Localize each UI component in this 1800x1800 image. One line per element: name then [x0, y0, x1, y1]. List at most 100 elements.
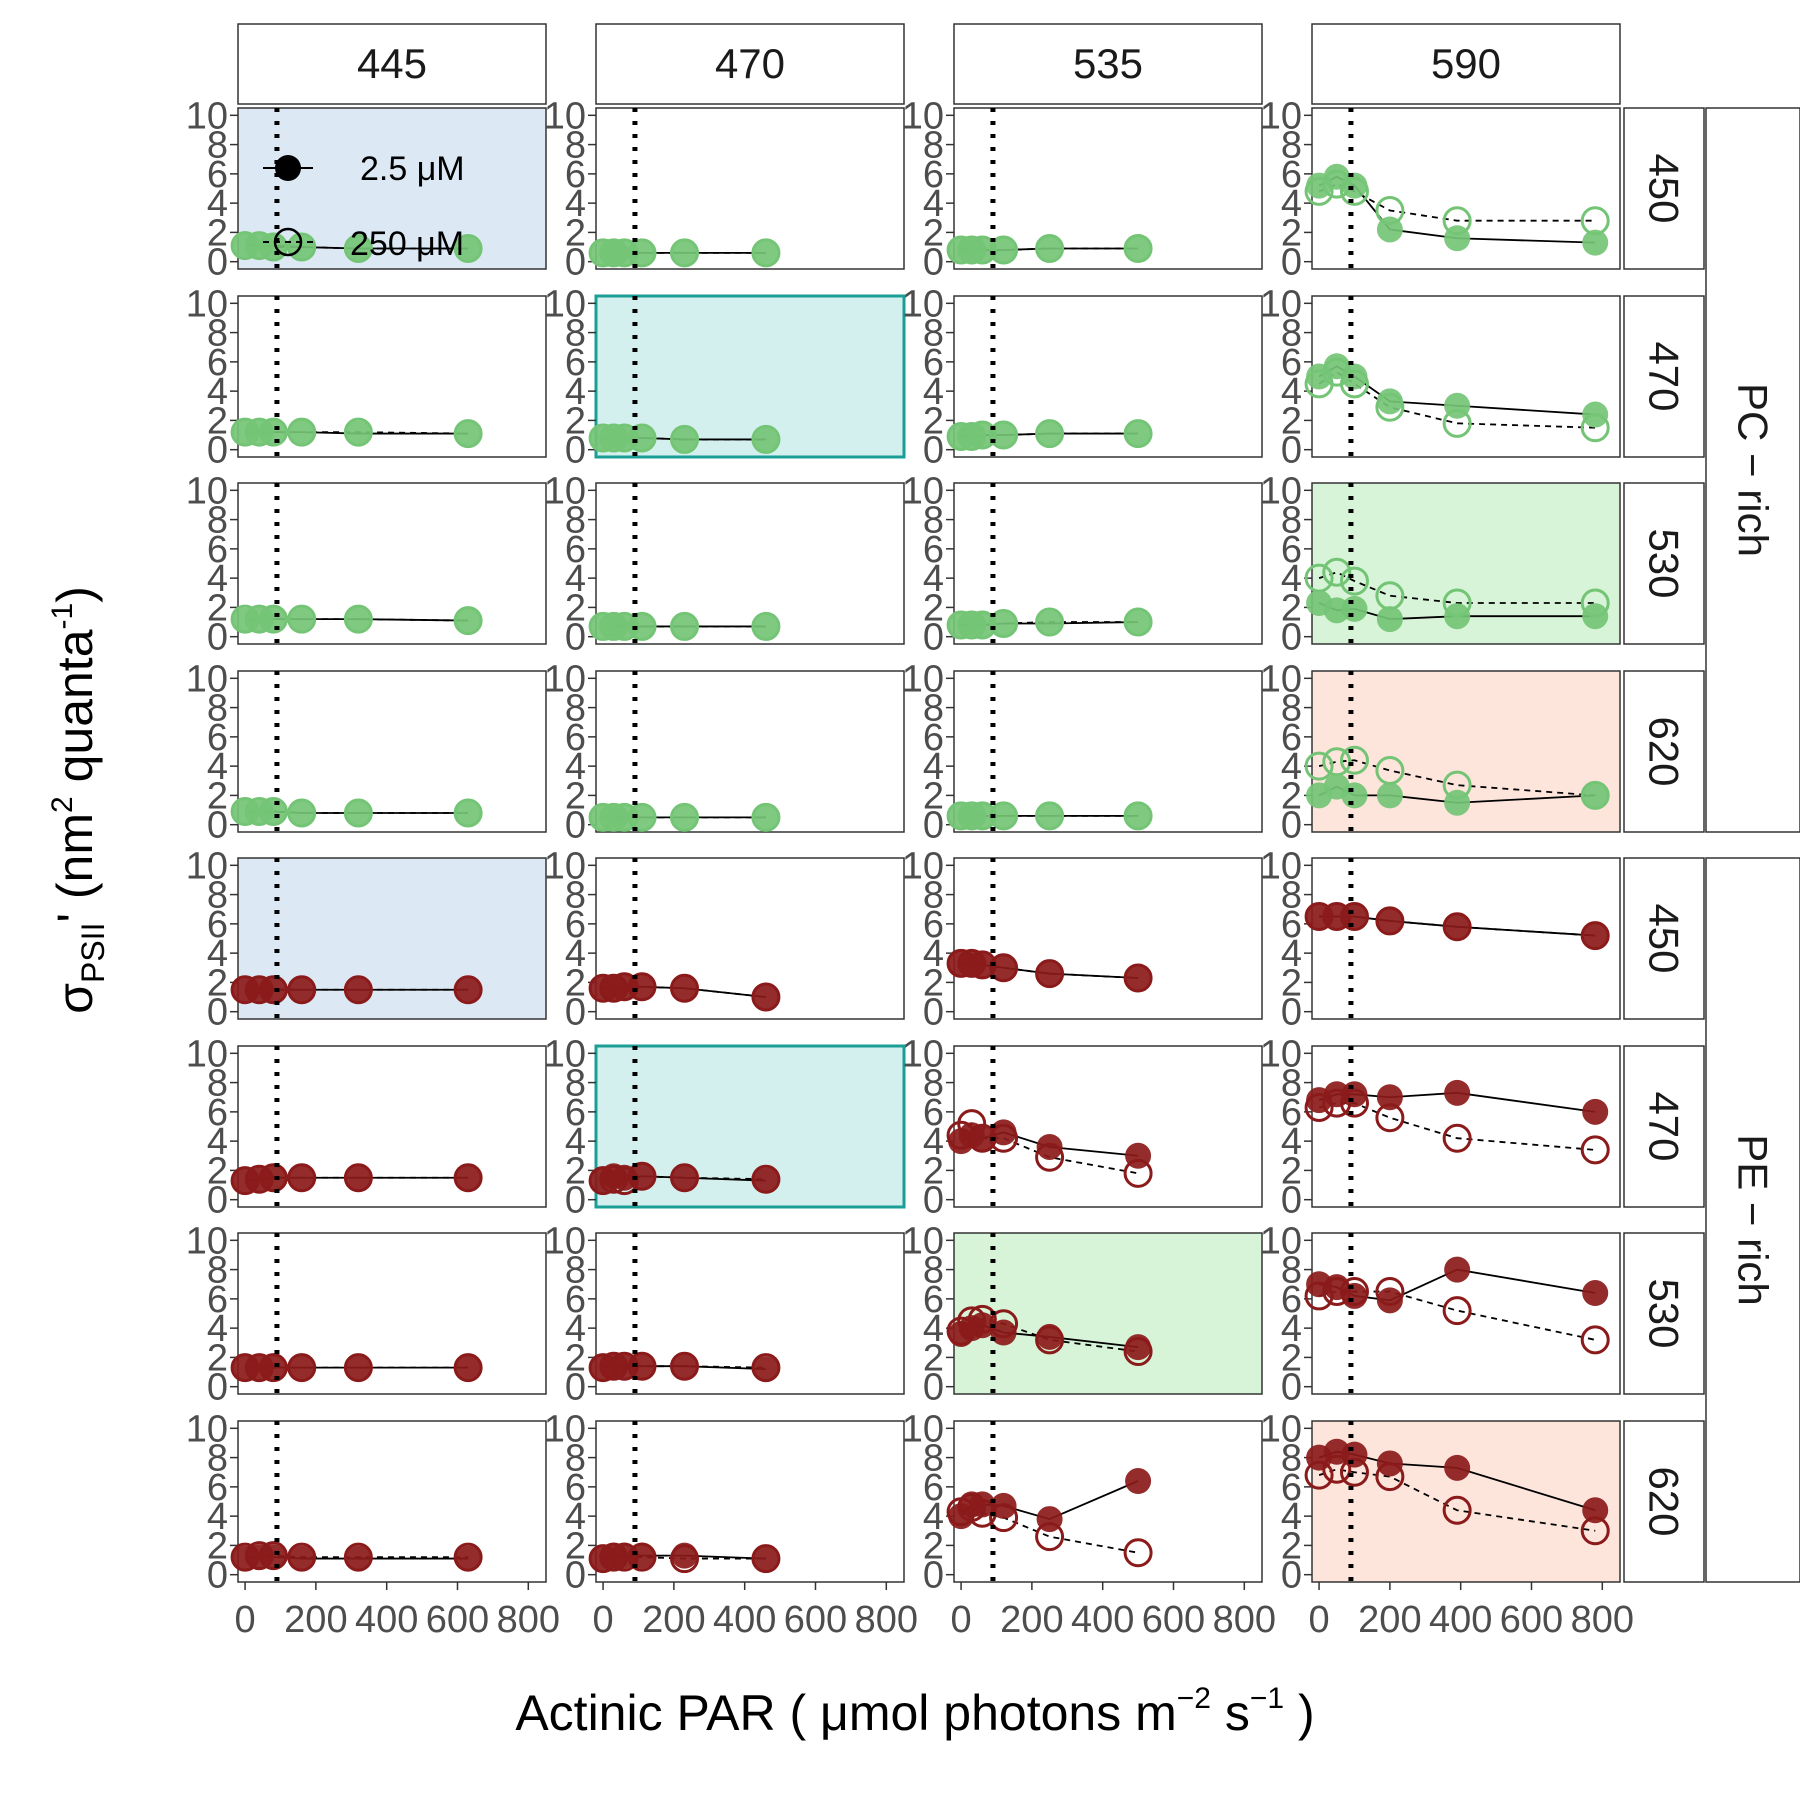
point-2-5 — [260, 798, 287, 825]
point-250 — [1304, 751, 1334, 781]
point-2-5 — [990, 954, 1017, 981]
point-2-5 — [1444, 913, 1471, 940]
y-tick-label: 4 — [1281, 1308, 1302, 1350]
y-tick-label: 4 — [207, 183, 228, 225]
y-tick-label: 2 — [565, 1337, 586, 1379]
y-tick-label: 4 — [923, 558, 944, 600]
point-2-5 — [1376, 907, 1403, 934]
point-2-5 — [260, 1544, 287, 1571]
y-tick-label: 8 — [1281, 688, 1302, 730]
point-2-5 — [288, 1354, 315, 1381]
y-tick-label: 2 — [1281, 1525, 1302, 1567]
x-tick-label: 800 — [1213, 1599, 1276, 1641]
y-tick-label: 2 — [923, 1150, 944, 1192]
point-2-5 — [990, 802, 1017, 829]
row-strip-620 — [1623, 1420, 1705, 1583]
y-tick-label: 2 — [207, 1337, 228, 1379]
y-tick-label: 0 — [923, 242, 944, 284]
point-250 — [1442, 1495, 1472, 1525]
point-2-5 — [1125, 1334, 1152, 1361]
y-tick-label: 2 — [923, 400, 944, 442]
y-tick-label: 6 — [923, 342, 944, 384]
point-2-5 — [969, 1312, 996, 1339]
y-tick-label: 10 — [902, 95, 944, 137]
point-2-5 — [1376, 782, 1403, 809]
point-250 — [1322, 557, 1352, 587]
y-tick-label: 2 — [565, 400, 586, 442]
y-tick-label: 0 — [565, 805, 586, 847]
point-2-5 — [288, 1545, 315, 1572]
y-tick-label: 6 — [207, 529, 228, 571]
y-tick-label: 0 — [923, 430, 944, 472]
y-tick-label: 10 — [544, 283, 586, 325]
panel-background — [953, 857, 1263, 1020]
point-2-5 — [288, 234, 315, 261]
y-tick-label: 8 — [923, 125, 944, 167]
group-strip-label: PE − rich — [1730, 1134, 1777, 1306]
y-tick-label: 6 — [1281, 1092, 1302, 1134]
y-tick-label: 10 — [1260, 1033, 1302, 1075]
x-tick-label: 400 — [1071, 1599, 1134, 1641]
point-2-5 — [455, 607, 482, 634]
y-tick-label: 10 — [186, 1033, 228, 1075]
y-tick-label: 2 — [565, 775, 586, 817]
y-tick-label: 10 — [902, 283, 944, 325]
panel-background — [1311, 857, 1621, 1020]
y-tick-label: 0 — [1281, 617, 1302, 659]
y-tick-label: 6 — [207, 1092, 228, 1134]
y-tick-label: 2 — [565, 212, 586, 254]
y-title-close: ) — [47, 586, 103, 603]
y-tick-label: 8 — [923, 875, 944, 917]
y-tick-label: 6 — [207, 1279, 228, 1321]
y-tick-label: 2 — [1281, 212, 1302, 254]
y-tick-label: 6 — [565, 1279, 586, 1321]
y-tick-label: 0 — [1281, 430, 1302, 472]
row-strip-470 — [1623, 1045, 1705, 1208]
row-strip-450 — [1623, 107, 1705, 270]
y-tick-label: 10 — [186, 1408, 228, 1450]
y-title-sub: PSII — [75, 923, 111, 983]
y-tick-label: 6 — [923, 1279, 944, 1321]
point-2-5 — [671, 1164, 698, 1191]
point-2-5 — [345, 1164, 372, 1191]
row-strip-label: 530 — [1641, 528, 1688, 598]
row-strip-label: 620 — [1641, 1466, 1688, 1536]
point-2-5 — [260, 419, 287, 446]
legend: 2.5 μM 250 μM — [263, 150, 465, 263]
y-tick-label: 2 — [923, 212, 944, 254]
point-2-5 — [1444, 789, 1471, 816]
column-strip-590 — [1311, 23, 1621, 105]
y-tick-label: 4 — [923, 371, 944, 413]
y-tick-label: 4 — [923, 1121, 944, 1163]
point-2-5 — [455, 1164, 482, 1191]
y-tick-label: 2 — [207, 1525, 228, 1567]
row-strip-label: 530 — [1641, 1278, 1688, 1348]
point-2-5 — [455, 420, 482, 447]
y-tick-label: 4 — [565, 371, 586, 413]
y-tick-label: 10 — [186, 845, 228, 887]
point-2-5 — [1341, 1441, 1368, 1468]
column-strip-470 — [595, 23, 905, 105]
point-2-5 — [752, 984, 779, 1011]
y-tick-label: 10 — [186, 658, 228, 700]
x-title-main: Actinic PAR ( μmol photons m — [515, 1685, 1176, 1741]
row-strip-label: 620 — [1641, 716, 1688, 786]
point-2-5 — [288, 799, 315, 826]
x-title-sup-s: −1 — [1250, 1682, 1284, 1715]
y-tick-label: 2 — [1281, 1150, 1302, 1192]
y-tick-label: 2 — [1281, 962, 1302, 1004]
y-tick-label: 0 — [565, 1180, 586, 1222]
x-tick-label: 0 — [951, 1599, 972, 1641]
point-2-5 — [1125, 802, 1152, 829]
y-tick-label: 2 — [923, 962, 944, 1004]
